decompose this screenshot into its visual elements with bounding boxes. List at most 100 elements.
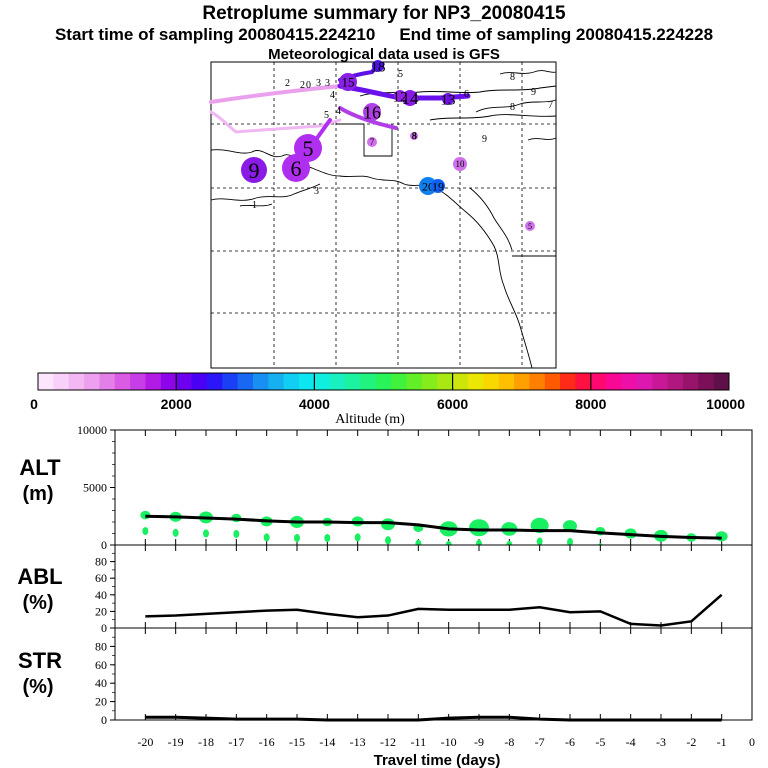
plume-marker bbox=[367, 137, 377, 147]
x-tick-label: -13 bbox=[350, 735, 366, 749]
day-label: 3 bbox=[325, 78, 330, 89]
colorbar-tick-label: 6000 bbox=[437, 396, 468, 412]
day-label: 3 bbox=[314, 186, 319, 197]
colorbar-axis-label: Altitude (m) bbox=[335, 412, 405, 427]
start-time: Start time of sampling 20080415.224210 bbox=[54, 25, 376, 44]
plume-marker bbox=[410, 132, 418, 140]
plume-dot bbox=[536, 537, 543, 546]
colorbar-swatch bbox=[268, 373, 285, 390]
x-tick-label: -19 bbox=[168, 735, 184, 749]
colorbar-swatch bbox=[375, 373, 392, 390]
colorbar-swatch bbox=[713, 373, 730, 390]
x-tick-label: -16 bbox=[259, 735, 275, 749]
y-tick-label: 80 bbox=[95, 555, 107, 569]
plume-marker-label: 15 bbox=[342, 75, 355, 90]
end-time: End time of sampling 20080415.224228 bbox=[399, 25, 714, 44]
colorbar-swatch bbox=[114, 373, 131, 390]
plume-dot bbox=[324, 534, 331, 542]
colorbar-swatch bbox=[575, 373, 592, 390]
colorbar-swatch bbox=[452, 373, 469, 390]
plume-dot bbox=[354, 533, 361, 542]
colorbar-swatch bbox=[498, 373, 515, 390]
x-tick-label: -9 bbox=[474, 735, 484, 749]
day-label: 0 bbox=[306, 80, 311, 91]
plume-dot bbox=[203, 529, 209, 538]
colorbar-tick-label: 0 bbox=[30, 396, 38, 412]
day-label: 1 bbox=[252, 200, 257, 211]
plume-marker-label: 13 bbox=[441, 92, 456, 108]
day-label: 9 bbox=[531, 87, 536, 98]
plume-dot bbox=[294, 534, 300, 542]
x-tick-label: -17 bbox=[228, 735, 244, 749]
colorbar-swatch bbox=[437, 373, 454, 390]
y-tick-label: 80 bbox=[95, 639, 107, 653]
y-tick-label: 60 bbox=[95, 571, 107, 585]
colorbar-swatch bbox=[84, 373, 100, 390]
y-tick-label: 10000 bbox=[77, 423, 107, 437]
mean-altitude-line bbox=[145, 514, 722, 540]
plume-dot bbox=[142, 527, 149, 536]
panel-frame bbox=[114, 544, 753, 629]
day-label: 9 bbox=[482, 134, 487, 145]
altitude-colorbar: 0 2000 4000 6000 8000 10000 Altitude (m) bbox=[30, 372, 745, 427]
day-label: 6 bbox=[464, 89, 469, 100]
plume-dot bbox=[469, 519, 489, 537]
met-data-note: Meteorological data used is GFS bbox=[268, 46, 500, 63]
colorbar-swatch bbox=[682, 373, 699, 390]
day-label: 8 bbox=[510, 102, 515, 113]
colorbar-swatch bbox=[360, 373, 377, 390]
abl-line bbox=[145, 593, 723, 627]
plume-marker-label: 12 bbox=[393, 89, 408, 105]
colorbar-swatch bbox=[314, 373, 331, 390]
colorbar-swatch bbox=[590, 373, 607, 390]
colorbar-swatch bbox=[560, 373, 576, 390]
colorbar-swatch bbox=[544, 373, 561, 390]
plume-marker-label: 10 bbox=[456, 159, 466, 169]
plume-marker-label: 7 bbox=[370, 137, 375, 147]
colorbar-swatch bbox=[345, 373, 361, 390]
plume-marker-label: 20 bbox=[422, 179, 434, 193]
colorbar-frame bbox=[37, 372, 730, 391]
x-tick-label: -10 bbox=[441, 735, 457, 749]
day-label: 8 bbox=[510, 72, 515, 83]
x-tick-label: -5 bbox=[595, 735, 605, 749]
colorbar-swatch bbox=[391, 373, 408, 390]
x-tick-label: -11 bbox=[411, 735, 427, 749]
day-label: 3 bbox=[316, 78, 321, 89]
panel-label: ALT bbox=[19, 455, 61, 480]
x-tick-label: -18 bbox=[198, 735, 214, 749]
plume-marker bbox=[282, 154, 310, 182]
chart-title: Retroplume summary for NP3_20080415 bbox=[202, 3, 566, 24]
x-tick-label: -20 bbox=[137, 735, 153, 749]
colorbar-swatch bbox=[421, 373, 438, 390]
plume-marker bbox=[442, 93, 454, 105]
day-label: 4 bbox=[336, 106, 341, 117]
plume-marker-label: 19 bbox=[432, 179, 444, 193]
colorbar-swatch bbox=[636, 373, 653, 390]
colorbar-tick-label: 8000 bbox=[575, 396, 606, 412]
colorbar-tick-label: 4000 bbox=[299, 396, 330, 412]
x-tick-label: 0 bbox=[749, 735, 755, 749]
plume-dot bbox=[263, 533, 270, 542]
plume-dot bbox=[233, 529, 240, 538]
panel-unit: (%) bbox=[22, 592, 53, 614]
x-axis-label: Travel time (days) bbox=[374, 752, 501, 768]
y-tick-label: 0 bbox=[101, 621, 107, 635]
plume-dot bbox=[172, 528, 179, 537]
x-tick-label: -3 bbox=[656, 735, 666, 749]
plume-marker-label: 6 bbox=[291, 156, 302, 181]
plume-marker-label: 8 bbox=[412, 131, 417, 141]
plume-marker bbox=[363, 103, 381, 121]
colorbar-swatch bbox=[329, 373, 346, 390]
colorbar-swatch bbox=[698, 373, 715, 390]
plume-marker bbox=[525, 221, 535, 231]
plume-marker bbox=[394, 90, 406, 102]
map-graticule bbox=[211, 62, 556, 368]
colorbar-swatch bbox=[283, 373, 300, 390]
y-tick-label: 0 bbox=[101, 713, 107, 727]
colorbar-swatch bbox=[145, 373, 162, 390]
x-tick-label: -7 bbox=[535, 735, 545, 749]
plume-marker-label: 18 bbox=[371, 59, 386, 75]
